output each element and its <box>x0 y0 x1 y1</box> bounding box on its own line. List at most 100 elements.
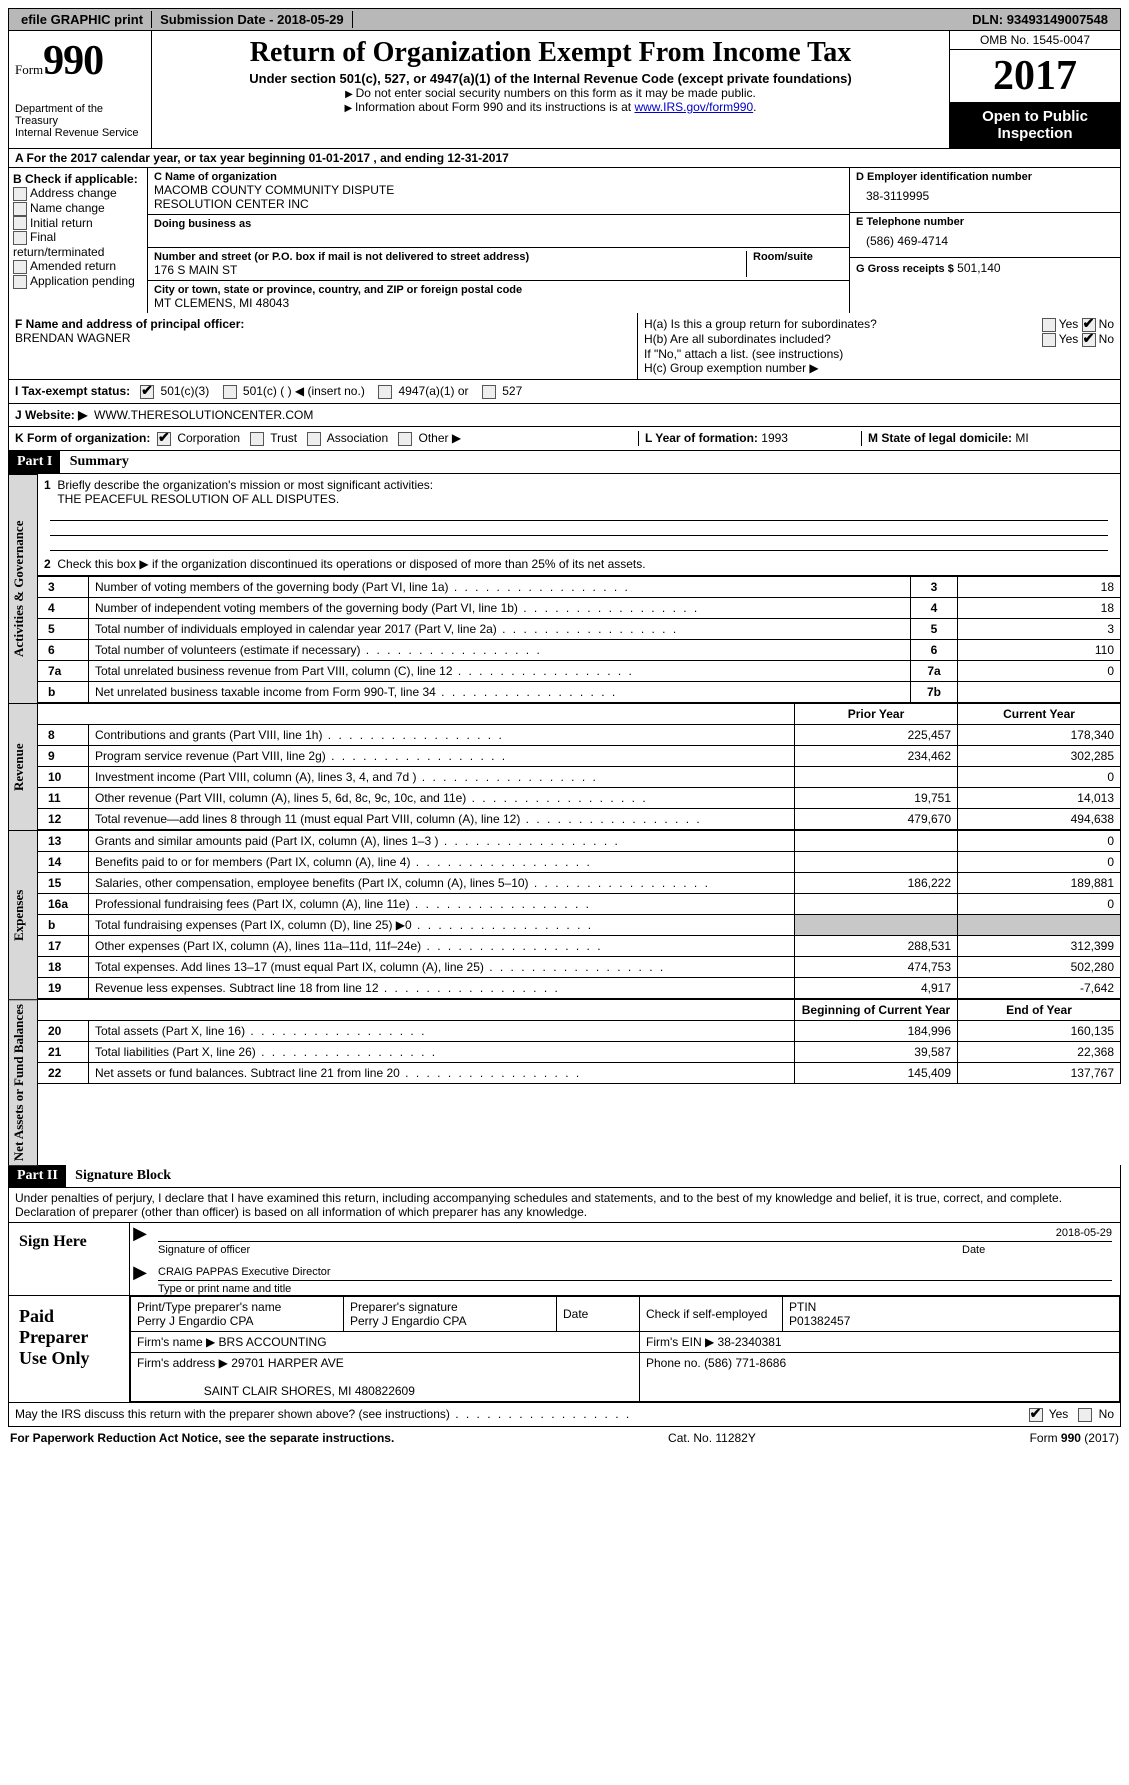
spacer <box>353 11 964 28</box>
table-row: 20 Total assets (Part X, line 16) 184,99… <box>38 1020 1121 1041</box>
chk-discuss-yes[interactable] <box>1029 1408 1043 1422</box>
mission-line-3 <box>50 536 1108 551</box>
j-label: J Website: ▶ <box>15 408 87 422</box>
chk-initial-return[interactable] <box>13 216 27 230</box>
ha-yesno: Yes No <box>1042 317 1114 332</box>
page-footer: For Paperwork Reduction Act Notice, see … <box>8 1427 1121 1449</box>
table-row: Prior YearCurrent Year <box>38 703 1121 724</box>
phone-label: E Telephone number <box>856 216 1114 228</box>
chk-discuss-no[interactable] <box>1078 1408 1092 1422</box>
prep-row-3: Firm's address ▶ 29701 HARPER AVE SAINT … <box>131 1352 1120 1401</box>
table-row: 16a Professional fundraising fees (Part … <box>38 893 1121 914</box>
table-row: 11 Other revenue (Part VIII, column (A),… <box>38 787 1121 808</box>
table-row: 8 Contributions and grants (Part VIII, l… <box>38 724 1121 745</box>
i-o3: 4947(a)(1) or <box>399 384 469 398</box>
chk-501c3[interactable] <box>140 385 154 399</box>
chk-hb-no[interactable] <box>1082 333 1096 347</box>
chk-trust[interactable] <box>250 432 264 446</box>
chk-4947[interactable] <box>378 385 392 399</box>
prep-name: Perry J Engardio CPA <box>137 1314 337 1328</box>
row-a-end: 12-31-2017 <box>447 151 508 165</box>
footer-mid: Cat. No. 11282Y <box>668 1431 756 1445</box>
discuss-no: No <box>1099 1407 1114 1421</box>
addr-label: Number and street (or P.O. box if mail i… <box>154 251 740 263</box>
open-to-public: Open to Public Inspection <box>950 102 1120 148</box>
row-a-prefix: A For the 2017 calendar year, or tax yea… <box>15 151 309 165</box>
section-ag: Activities & Governance 1 Briefly descri… <box>8 474 1121 703</box>
e-cell: E Telephone number (586) 469-4714 <box>850 213 1120 258</box>
discuss-text: May the IRS discuss this return with the… <box>15 1407 450 1421</box>
k-o4: Other ▶ <box>419 431 462 445</box>
part-1-label: Part I <box>9 451 60 473</box>
chk-application-pending[interactable] <box>13 275 27 289</box>
section-revenue: Revenue Prior YearCurrent Year8 Contribu… <box>8 703 1121 830</box>
form-title: Return of Organization Exempt From Incom… <box>162 37 939 69</box>
irs-link[interactable]: www.IRS.gov/form990 <box>634 100 753 114</box>
prep-sig-label: Preparer's signature <box>350 1300 550 1314</box>
chk-corporation[interactable] <box>157 432 171 446</box>
omb-number: OMB No. 1545-0047 <box>950 31 1120 50</box>
row-fh: F Name and address of principal officer:… <box>8 313 1121 380</box>
footer-right-b: 990 <box>1061 1431 1081 1445</box>
c-city-cell: City or town, state or province, country… <box>148 281 849 313</box>
discuss-yesno: Yes No <box>1029 1407 1114 1422</box>
table-row: 10 Investment income (Part VIII, column … <box>38 766 1121 787</box>
perjury-text: Under penalties of perjury, I declare th… <box>8 1188 1121 1223</box>
ha-yes: Yes <box>1059 317 1079 331</box>
paid-preparer-label: Paid Preparer Use Only <box>9 1296 130 1402</box>
side-revenue: Revenue <box>8 703 38 830</box>
b-label-4: Amended return <box>30 259 116 273</box>
dln-label: DLN: <box>972 12 1003 27</box>
hb-no: No <box>1099 332 1114 346</box>
side-net: Net Assets or Fund Balances <box>8 999 38 1165</box>
dln-value: 93493149007548 <box>1007 12 1108 27</box>
chk-address-change[interactable] <box>13 187 27 201</box>
mission-text: THE PEACEFUL RESOLUTION OF ALL DISPUTES. <box>57 492 339 506</box>
k-o2: Trust <box>270 431 297 445</box>
chk-final-return[interactable] <box>13 231 27 245</box>
section-bcdeg: B Check if applicable: Address change Na… <box>8 168 1121 313</box>
col-m: M State of legal domicile: MI <box>862 431 1114 446</box>
sign-here-label: Sign Here <box>9 1223 130 1295</box>
row-a-begin: 01-01-2017 <box>309 151 370 165</box>
chk-name-change[interactable] <box>13 202 27 216</box>
chk-ha-yes[interactable] <box>1042 318 1056 332</box>
part-1-header: Part I Summary <box>8 451 1121 474</box>
note-info: Information about Form 990 and its instr… <box>162 100 939 114</box>
table-row: 22 Net assets or fund balances. Subtract… <box>38 1062 1121 1083</box>
city-label: City or town, state or province, country… <box>154 284 843 296</box>
form-header: Form990 Department of the Treasury Inter… <box>8 31 1121 149</box>
m-value: MI <box>1015 431 1028 445</box>
row-i: I Tax-exempt status: 501(c)(3) 501(c) ( … <box>8 380 1121 404</box>
q2-text: Check this box ▶ if the organization dis… <box>57 557 645 571</box>
chk-amended-return[interactable] <box>13 260 27 274</box>
firm-phone: (586) 771-8686 <box>704 1356 786 1370</box>
row-a: A For the 2017 calendar year, or tax yea… <box>8 149 1121 168</box>
mission-line-1 <box>50 506 1108 521</box>
side-ag: Activities & Governance <box>8 474 38 703</box>
header-center: Return of Organization Exempt From Incom… <box>152 31 949 148</box>
b-opt-0: Address change <box>13 186 143 201</box>
chk-hb-yes[interactable] <box>1042 333 1056 347</box>
chk-527[interactable] <box>482 385 496 399</box>
footer-right-a: Form <box>1030 1431 1061 1445</box>
sign-arrow-1: ▶ <box>130 1223 150 1256</box>
check-self-employed: Check if self-employed <box>646 1307 767 1321</box>
firm-addr-label: Firm's address ▶ <box>137 1356 228 1370</box>
org-name-2: RESOLUTION CENTER INC <box>154 197 843 211</box>
section-expenses: Expenses 13 Grants and similar amounts p… <box>8 830 1121 999</box>
chk-501c[interactable] <box>223 385 237 399</box>
h-note: If "No," attach a list. (see instruction… <box>644 347 1114 361</box>
ptin-label: PTIN <box>789 1300 1113 1314</box>
prep-sig: Perry J Engardio CPA <box>350 1314 550 1328</box>
chk-association[interactable] <box>307 432 321 446</box>
part-2-title: Signature Block <box>75 1168 171 1183</box>
table-ag: 3 Number of voting members of the govern… <box>38 576 1121 703</box>
f-label: F Name and address of principal officer: <box>15 317 631 331</box>
chk-other[interactable] <box>398 432 412 446</box>
website-value: WWW.THERESOLUTIONCENTER.COM <box>94 408 313 422</box>
header-left: Form990 Department of the Treasury Inter… <box>9 31 152 148</box>
b-opt-4: Amended return <box>13 259 143 274</box>
m-label: M State of legal domicile: <box>868 431 1012 445</box>
date-label: Date <box>962 1244 1112 1256</box>
